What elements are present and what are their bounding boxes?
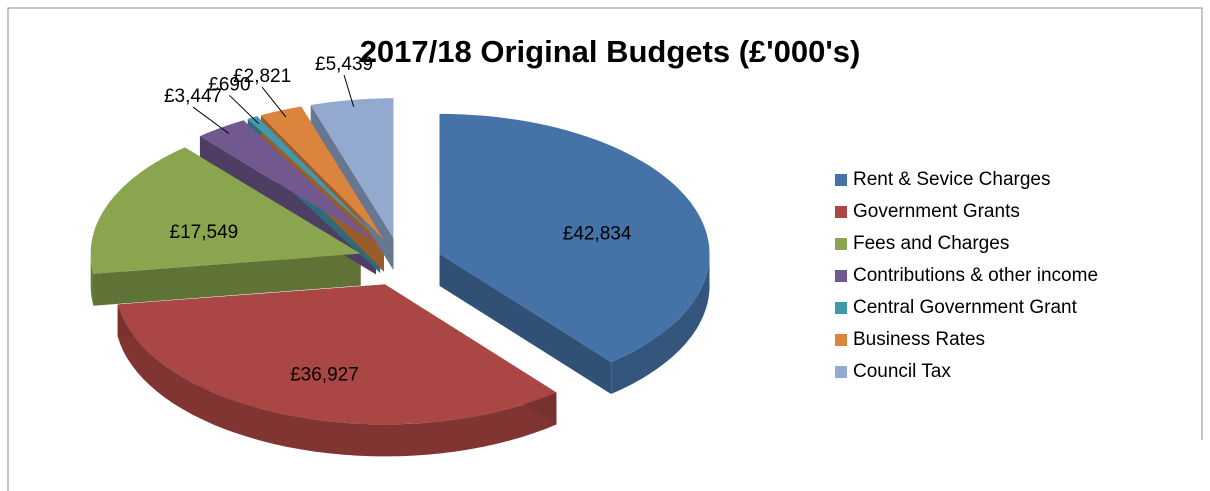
slice — [199, 120, 376, 243]
data-label: £2,821 — [233, 66, 291, 87]
chart-title: 2017/18 Original Budgets (£'000's) — [360, 34, 861, 69]
data-label: £3,447 — [164, 86, 222, 107]
legend-label: Contributions & other income — [853, 265, 1098, 286]
legend-swatch — [835, 238, 847, 250]
leader-line — [261, 86, 287, 118]
slice — [90, 147, 361, 274]
data-label: £17,549 — [170, 222, 239, 243]
leader-line — [229, 94, 260, 125]
slice — [247, 116, 381, 241]
slice-side — [310, 105, 394, 271]
slice-side — [90, 253, 94, 306]
legend-swatch — [835, 174, 847, 186]
leader-line — [343, 74, 355, 108]
slice — [260, 106, 384, 240]
slice-side — [439, 253, 612, 395]
legend-label: Council Tax — [853, 361, 951, 382]
legend-swatch — [835, 334, 847, 346]
slice — [310, 98, 394, 239]
slice-side — [117, 304, 557, 457]
chart-frame — [7, 7, 1203, 491]
slice-side — [93, 253, 361, 306]
data-label: £5,439 — [315, 54, 373, 75]
legend-swatch — [835, 206, 847, 218]
slice-side — [611, 253, 710, 394]
legend-swatch — [835, 270, 847, 282]
slice — [117, 284, 557, 425]
data-label: £36,927 — [290, 364, 359, 385]
legend-label: Central Government Grant — [853, 297, 1078, 318]
legend-label: Business Rates — [853, 329, 985, 350]
legend-swatch — [835, 302, 847, 314]
leader-line — [192, 106, 229, 134]
legend-label: Rent & Sevice Charges — [853, 169, 1051, 190]
data-label: £690 — [208, 74, 250, 95]
slice — [439, 113, 710, 363]
legend-label: Fees and Charges — [853, 233, 1009, 254]
legend-swatch — [835, 366, 847, 378]
legend-label: Government Grants — [853, 201, 1020, 222]
data-label: £42,834 — [563, 224, 632, 245]
